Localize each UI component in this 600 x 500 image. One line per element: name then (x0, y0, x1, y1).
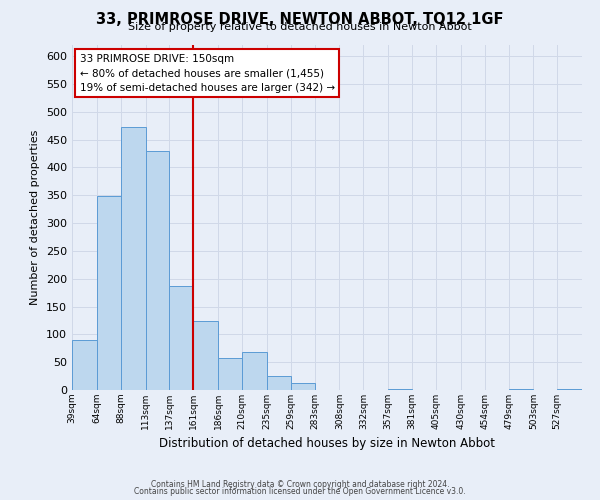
Text: 33 PRIMROSE DRIVE: 150sqm
← 80% of detached houses are smaller (1,455)
19% of se: 33 PRIMROSE DRIVE: 150sqm ← 80% of detac… (80, 54, 335, 93)
Bar (121, 128, 146, 390)
Bar (291, 384, 314, 390)
Text: Size of property relative to detached houses in Newton Abbot: Size of property relative to detached ho… (128, 22, 472, 32)
Bar (388, 389, 412, 390)
Y-axis label: Number of detached properties: Number of detached properties (31, 130, 40, 305)
Bar (509, 389, 533, 390)
Text: Contains HM Land Registry data © Crown copyright and database right 2024.: Contains HM Land Registry data © Crown c… (151, 480, 449, 489)
X-axis label: Distribution of detached houses by size in Newton Abbot: Distribution of detached houses by size … (159, 438, 495, 450)
Bar (218, 358, 242, 390)
Bar (72, 340, 97, 390)
Bar (97, 196, 121, 390)
Bar (193, 321, 218, 390)
Bar (267, 376, 291, 390)
Bar (169, 286, 193, 390)
Bar (242, 352, 267, 390)
Bar (146, 150, 169, 390)
Text: Contains public sector information licensed under the Open Government Licence v3: Contains public sector information licen… (134, 487, 466, 496)
Text: 33, PRIMROSE DRIVE, NEWTON ABBOT, TQ12 1GF: 33, PRIMROSE DRIVE, NEWTON ABBOT, TQ12 1… (96, 12, 504, 28)
Bar (557, 389, 582, 390)
